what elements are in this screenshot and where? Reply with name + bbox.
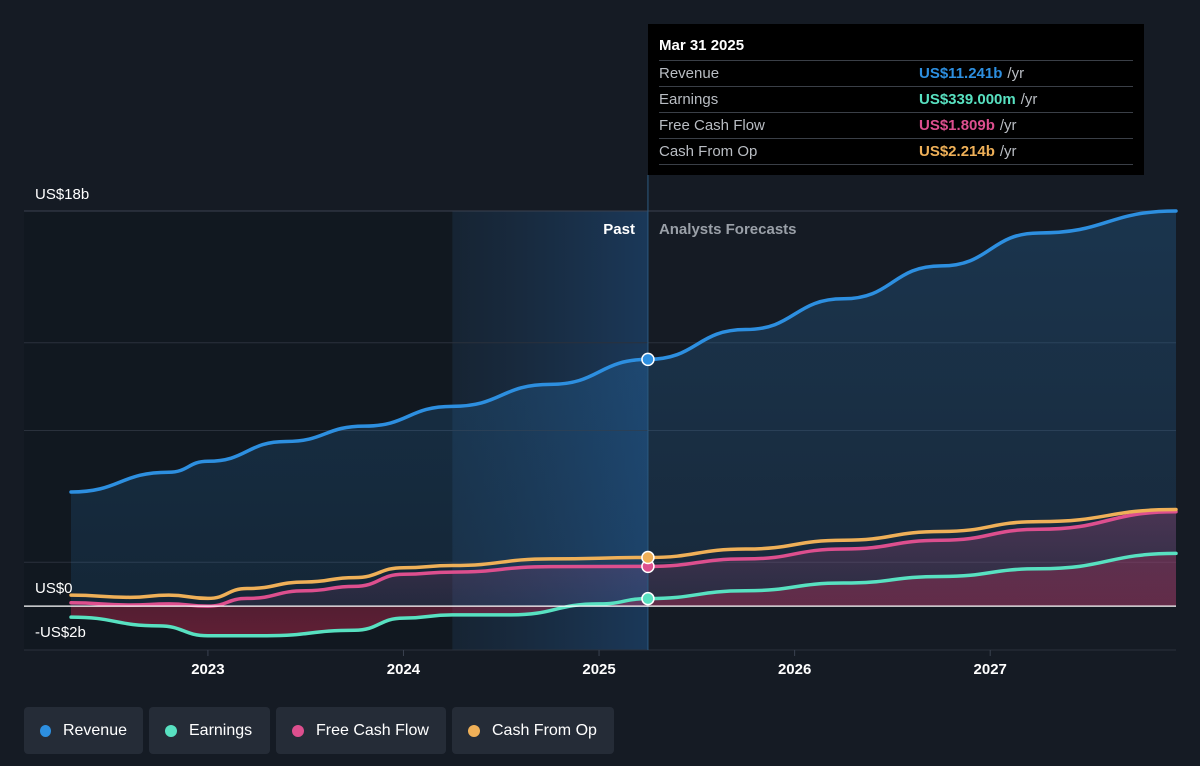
tooltip-date: Mar 31 2025 [659, 37, 745, 54]
legend-label: Revenue [62, 721, 127, 739]
area-revenue [71, 211, 1176, 607]
tooltip-row-free-cash-flow: Free Cash Flow US$1.809b /yr [659, 112, 1133, 138]
tooltip-unit: /yr [1020, 91, 1038, 108]
chart-canvas: US$18b US$0 -US$2b Past Analysts Forecas… [24, 175, 1178, 678]
legend-label: Free Cash Flow [316, 721, 429, 739]
legend-item-free-cash-flow[interactable]: Free Cash Flow [276, 707, 446, 754]
x-tick-label: 2024 [387, 661, 421, 678]
tooltip-label: Earnings [659, 91, 719, 108]
legend-label: Earnings [189, 721, 253, 739]
y-label-bottom: -US$2b [35, 624, 86, 641]
tooltip-value: US$1.809b [919, 117, 995, 134]
legend-label: Cash From Op [492, 721, 597, 739]
marker-revenue [641, 352, 655, 367]
line-cash-from-op [69, 507, 1178, 601]
area-earnings [71, 553, 1176, 636]
dot-icon [468, 724, 480, 737]
tooltip-label: Free Cash Flow [659, 117, 765, 134]
tooltip-label: Cash From Op [659, 143, 758, 160]
x-tick-label: 2026 [778, 661, 811, 678]
current-markers [641, 352, 655, 606]
legend-item-revenue[interactable]: Revenue [24, 707, 143, 754]
x-axis-ticks: 2023 2024 2025 2026 2027 [191, 650, 1007, 678]
x-tick-label: 2023 [191, 661, 224, 678]
tooltip-value: US$339.000m [919, 91, 1016, 108]
y-label-zero: US$0 [35, 580, 73, 597]
y-label-top: US$18b [35, 186, 89, 203]
data-tooltip: Mar 31 2025 Revenue US$11.241b /yr Earni… [648, 24, 1144, 175]
dot-icon [165, 724, 177, 737]
chart-legend: Revenue Earnings Free Cash Flow Cash Fro… [24, 707, 614, 754]
tooltip-row-cash-from-op: Cash From Op US$2.214b /yr [659, 138, 1133, 165]
tooltip-unit: /yr [1007, 65, 1025, 82]
dot-icon [40, 724, 51, 737]
past-label: Past [603, 221, 635, 238]
line-revenue [69, 209, 1178, 494]
marker-earnings [641, 591, 655, 606]
marker-cash-from-op [641, 550, 655, 565]
tooltip-value: US$11.241b [919, 65, 1003, 82]
forecast-label: Analysts Forecasts [659, 221, 797, 238]
tooltip-label: Revenue [659, 65, 720, 82]
series-lines [69, 209, 1178, 638]
line-earnings [69, 551, 1178, 638]
legend-item-cash-from-op[interactable]: Cash From Op [452, 707, 614, 754]
tooltip-value: US$2.214b [919, 143, 995, 160]
legend-item-earnings[interactable]: Earnings [149, 707, 270, 754]
tooltip-unit: /yr [999, 143, 1017, 160]
x-tick-label: 2025 [582, 661, 615, 678]
area-free-cash-flow [71, 511, 1176, 607]
series-areas [71, 211, 1176, 636]
tooltip-row-revenue: Revenue US$11.241b /yr [659, 60, 1133, 86]
tooltip-row-earnings: Earnings US$339.000m /yr [659, 86, 1133, 112]
dot-icon [292, 724, 304, 737]
tooltip-unit: /yr [999, 117, 1017, 134]
x-tick-label: 2027 [974, 661, 1007, 678]
